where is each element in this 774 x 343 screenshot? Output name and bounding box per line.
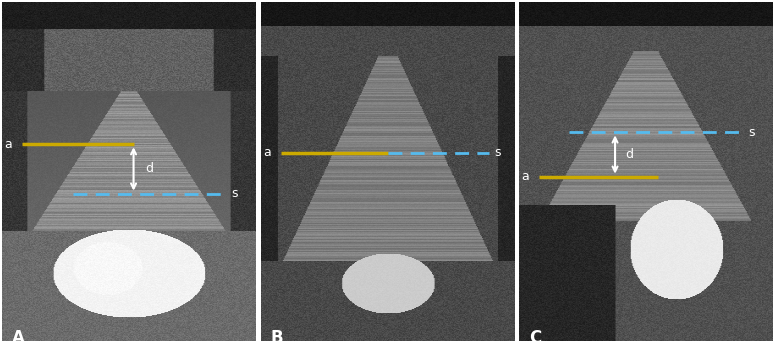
Text: d: d xyxy=(625,148,633,161)
Text: a: a xyxy=(263,146,271,159)
Text: s: s xyxy=(495,146,501,159)
Text: d: d xyxy=(145,162,153,175)
Text: B: B xyxy=(271,329,283,343)
Text: a: a xyxy=(521,170,529,183)
Text: C: C xyxy=(529,329,541,343)
Text: s: s xyxy=(231,187,238,200)
Text: a: a xyxy=(4,138,12,151)
Text: A: A xyxy=(12,329,25,343)
Text: s: s xyxy=(748,126,755,139)
